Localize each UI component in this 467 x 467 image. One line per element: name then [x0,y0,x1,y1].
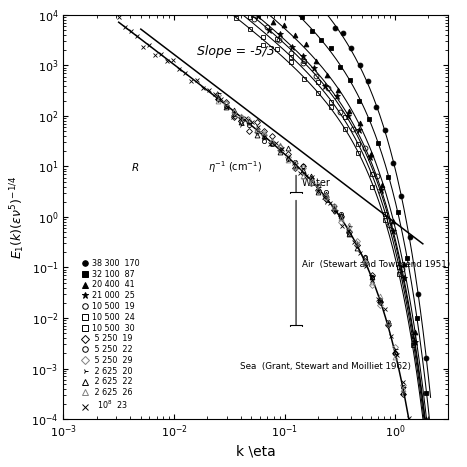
Text: Air  (Stewart and Townsend 1951): Air (Stewart and Townsend 1951) [302,261,450,269]
X-axis label: k \eta: k \eta [236,445,276,459]
Legend: 38 300  170, 32 100  87, 20 400  41, 21 000  25, 10 500  19, 10 500  24, 10 500 : 38 300 170, 32 100 87, 20 400 41, 21 000… [79,257,141,413]
Text: Slope = -5/3: Slope = -5/3 [197,45,275,58]
Y-axis label: $E_1(k)(\varepsilon\nu^5)^{-1/4}$: $E_1(k)(\varepsilon\nu^5)^{-1/4}$ [8,175,27,259]
Text: $\eta^{-1}$ (cm$^{-1}$): $\eta^{-1}$ (cm$^{-1}$) [208,159,262,175]
Text: $R$: $R$ [131,161,139,172]
Text: Sea  (Grant, Stewart and Moilliet 1962): Sea (Grant, Stewart and Moilliet 1962) [241,361,411,370]
Text: Water: Water [302,178,331,188]
